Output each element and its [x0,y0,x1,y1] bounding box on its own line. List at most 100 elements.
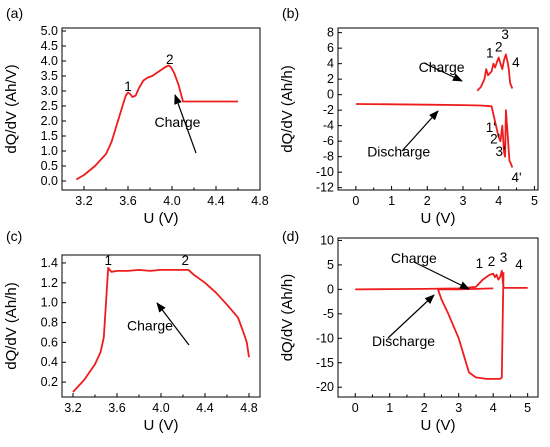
peak-label: 2 [488,254,496,269]
x-axis-label: U (V) [144,210,179,227]
peak-label: 1' [486,120,496,135]
x-tick-label: 3.2 [64,401,81,415]
annotation-arrow [423,62,463,82]
annotation-discharge: Discharge [367,144,430,160]
x-tick-label: 3.6 [108,401,125,415]
y-tick-label: -20 [316,380,334,394]
panel-label: (d) [282,228,299,244]
x-tick-label: 4.8 [240,401,257,415]
y-tick-label: -4 [323,119,334,133]
panel-label: (b) [282,5,299,21]
y-tick-label: -10 [316,331,334,345]
y-tick-label: 5.0 [41,24,58,38]
y-tick-label: 4.5 [41,39,58,53]
x-tick-label: 4 [495,194,502,208]
x-tick-label: 3.2 [75,194,92,208]
annotation-arrow [174,94,197,154]
series-line-charge [476,53,514,92]
peak-label: 4' [512,170,522,185]
y-tick-label: 1.2 [41,276,58,290]
series-line-discharge [437,272,505,380]
y-tick-label: 2.0 [41,114,58,128]
x-axis-label: U (V) [421,417,456,434]
y-tick-label: 1.0 [41,296,58,310]
chart-panel-1: (a) 3.2 3.6 4.0 4.4 4.8 0.00.51.01.52.02.53.03… [3,5,269,227]
series-line-discharge [355,103,514,168]
peak-label: 4 [512,55,520,70]
y-tick-label: -6 [323,134,334,148]
x-tick-label: 4.4 [207,194,224,208]
peak-label: 1 [124,79,132,94]
peak-label: 1 [476,256,484,271]
x-tick-label: 5 [524,401,531,415]
x-tick-label: 4 [490,401,497,415]
y-axis-label: dQ/dV (Ah/h) [3,282,20,370]
y-tick-label: 6 [327,41,334,55]
y-tick-label: -15 [316,356,334,370]
peak-label: 2 [181,253,189,268]
x-tick-label: 3 [460,194,467,208]
y-tick-label: -12 [316,181,334,195]
chart-panel-3: (c) 3.2 3.6 4.0 4.4 4.8 0.2 0.4 0.6 0.8 1.0 1.2 1.4 U… [3,228,261,434]
y-tick-label: -5 [323,307,334,321]
y-tick-label: -10 [316,165,334,179]
x-tick-label: 2 [421,401,428,415]
annotation-charge: Charge [391,250,437,266]
annotation-arrow [387,294,435,339]
x-tick-label: 4.0 [152,401,169,415]
x-axis-label: U (V) [421,210,456,227]
y-tick-label: -8 [323,150,334,164]
peak-label: 3 [501,27,509,42]
y-tick-label: 3.0 [41,84,58,98]
y-tick-label: 0.5 [41,159,58,173]
series-line-charge [355,269,528,291]
y-axis-label: dQ/dV (Ah/h) [279,274,296,362]
x-tick-label: 4.0 [163,194,180,208]
peak-label: 4 [515,257,523,272]
y-tick-label: 2.5 [41,99,58,113]
annotation-charge: Charge [155,114,201,130]
y-axis-label: dQ/dV (Ah/V) [3,64,20,153]
peak-label: 1 [486,45,494,60]
x-tick-label: 4.4 [196,401,213,415]
x-tick-label: 1 [386,401,393,415]
y-tick-label: 0 [327,282,334,296]
peak-label: 1 [104,253,112,268]
y-tick-label: 0.6 [41,335,58,349]
annotation-charge: Charge [127,317,173,333]
plot-frame [337,27,539,191]
y-tick-label: 10 [320,233,334,247]
x-tick-label: 0 [352,401,359,415]
annotation-discharge: Discharge [372,333,435,349]
y-tick-label: -2 [323,103,334,117]
peak-label: 3 [500,250,508,265]
y-tick-label: 4.0 [41,54,58,68]
y-tick-label: 0.8 [41,316,58,330]
x-tick-label: 3 [455,401,462,415]
annotation-arrow [413,261,470,290]
peak-label: 3' [495,144,505,159]
y-tick-label: 1.0 [41,144,58,158]
x-tick-label: 0 [352,194,359,208]
plot-frame [337,237,539,398]
x-tick-label: 3.6 [119,194,136,208]
peak-label: 2 [166,52,174,67]
x-tick-label: 5 [531,194,538,208]
y-tick-label: 2 [327,72,334,86]
y-tick-label: 3.5 [41,69,58,83]
annotation-arrow [156,302,190,346]
panel-label: (c) [6,228,22,244]
y-tick-label: 1.5 [41,129,58,143]
panel-label: (a) [6,5,23,21]
annotation-arrow [401,110,439,152]
series-line [75,64,238,181]
plot-frame [61,27,261,191]
x-tick-label: 2 [424,194,431,208]
y-tick-label: 4 [327,57,334,71]
y-tick-label: 0.0 [41,174,58,188]
y-tick-label: 5 [327,258,334,272]
peak-label: 2 [495,39,503,54]
